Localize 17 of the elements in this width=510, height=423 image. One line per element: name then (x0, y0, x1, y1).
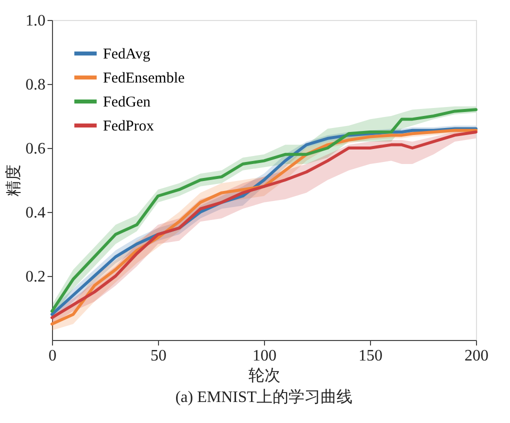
y-tick-label: 0.8 (26, 76, 46, 94)
y-tick-label: 0.4 (26, 204, 46, 222)
y-tick-label: 0.2 (26, 268, 46, 286)
x-tick-label: 100 (252, 348, 276, 364)
text: (a) EMNIST上的学习曲线 (175, 388, 353, 406)
y-axis-title: 精度 (4, 164, 22, 196)
legend-label: FedAvg (103, 46, 151, 62)
x-tick-label: 150 (358, 348, 382, 364)
x-axis-title: 轮次 (248, 368, 280, 384)
legend-label: FedGen (103, 94, 151, 110)
legend-label: FedProx (103, 118, 154, 134)
x-tick-label: 200 (464, 348, 488, 364)
y-tick-label: 0.6 (26, 140, 46, 158)
legend-label: FedEnsemble (103, 70, 185, 86)
y-tick-label: 1.0 (26, 12, 46, 30)
x-tick-label: 50 (150, 348, 166, 364)
x-tick-label: 0 (48, 348, 56, 364)
